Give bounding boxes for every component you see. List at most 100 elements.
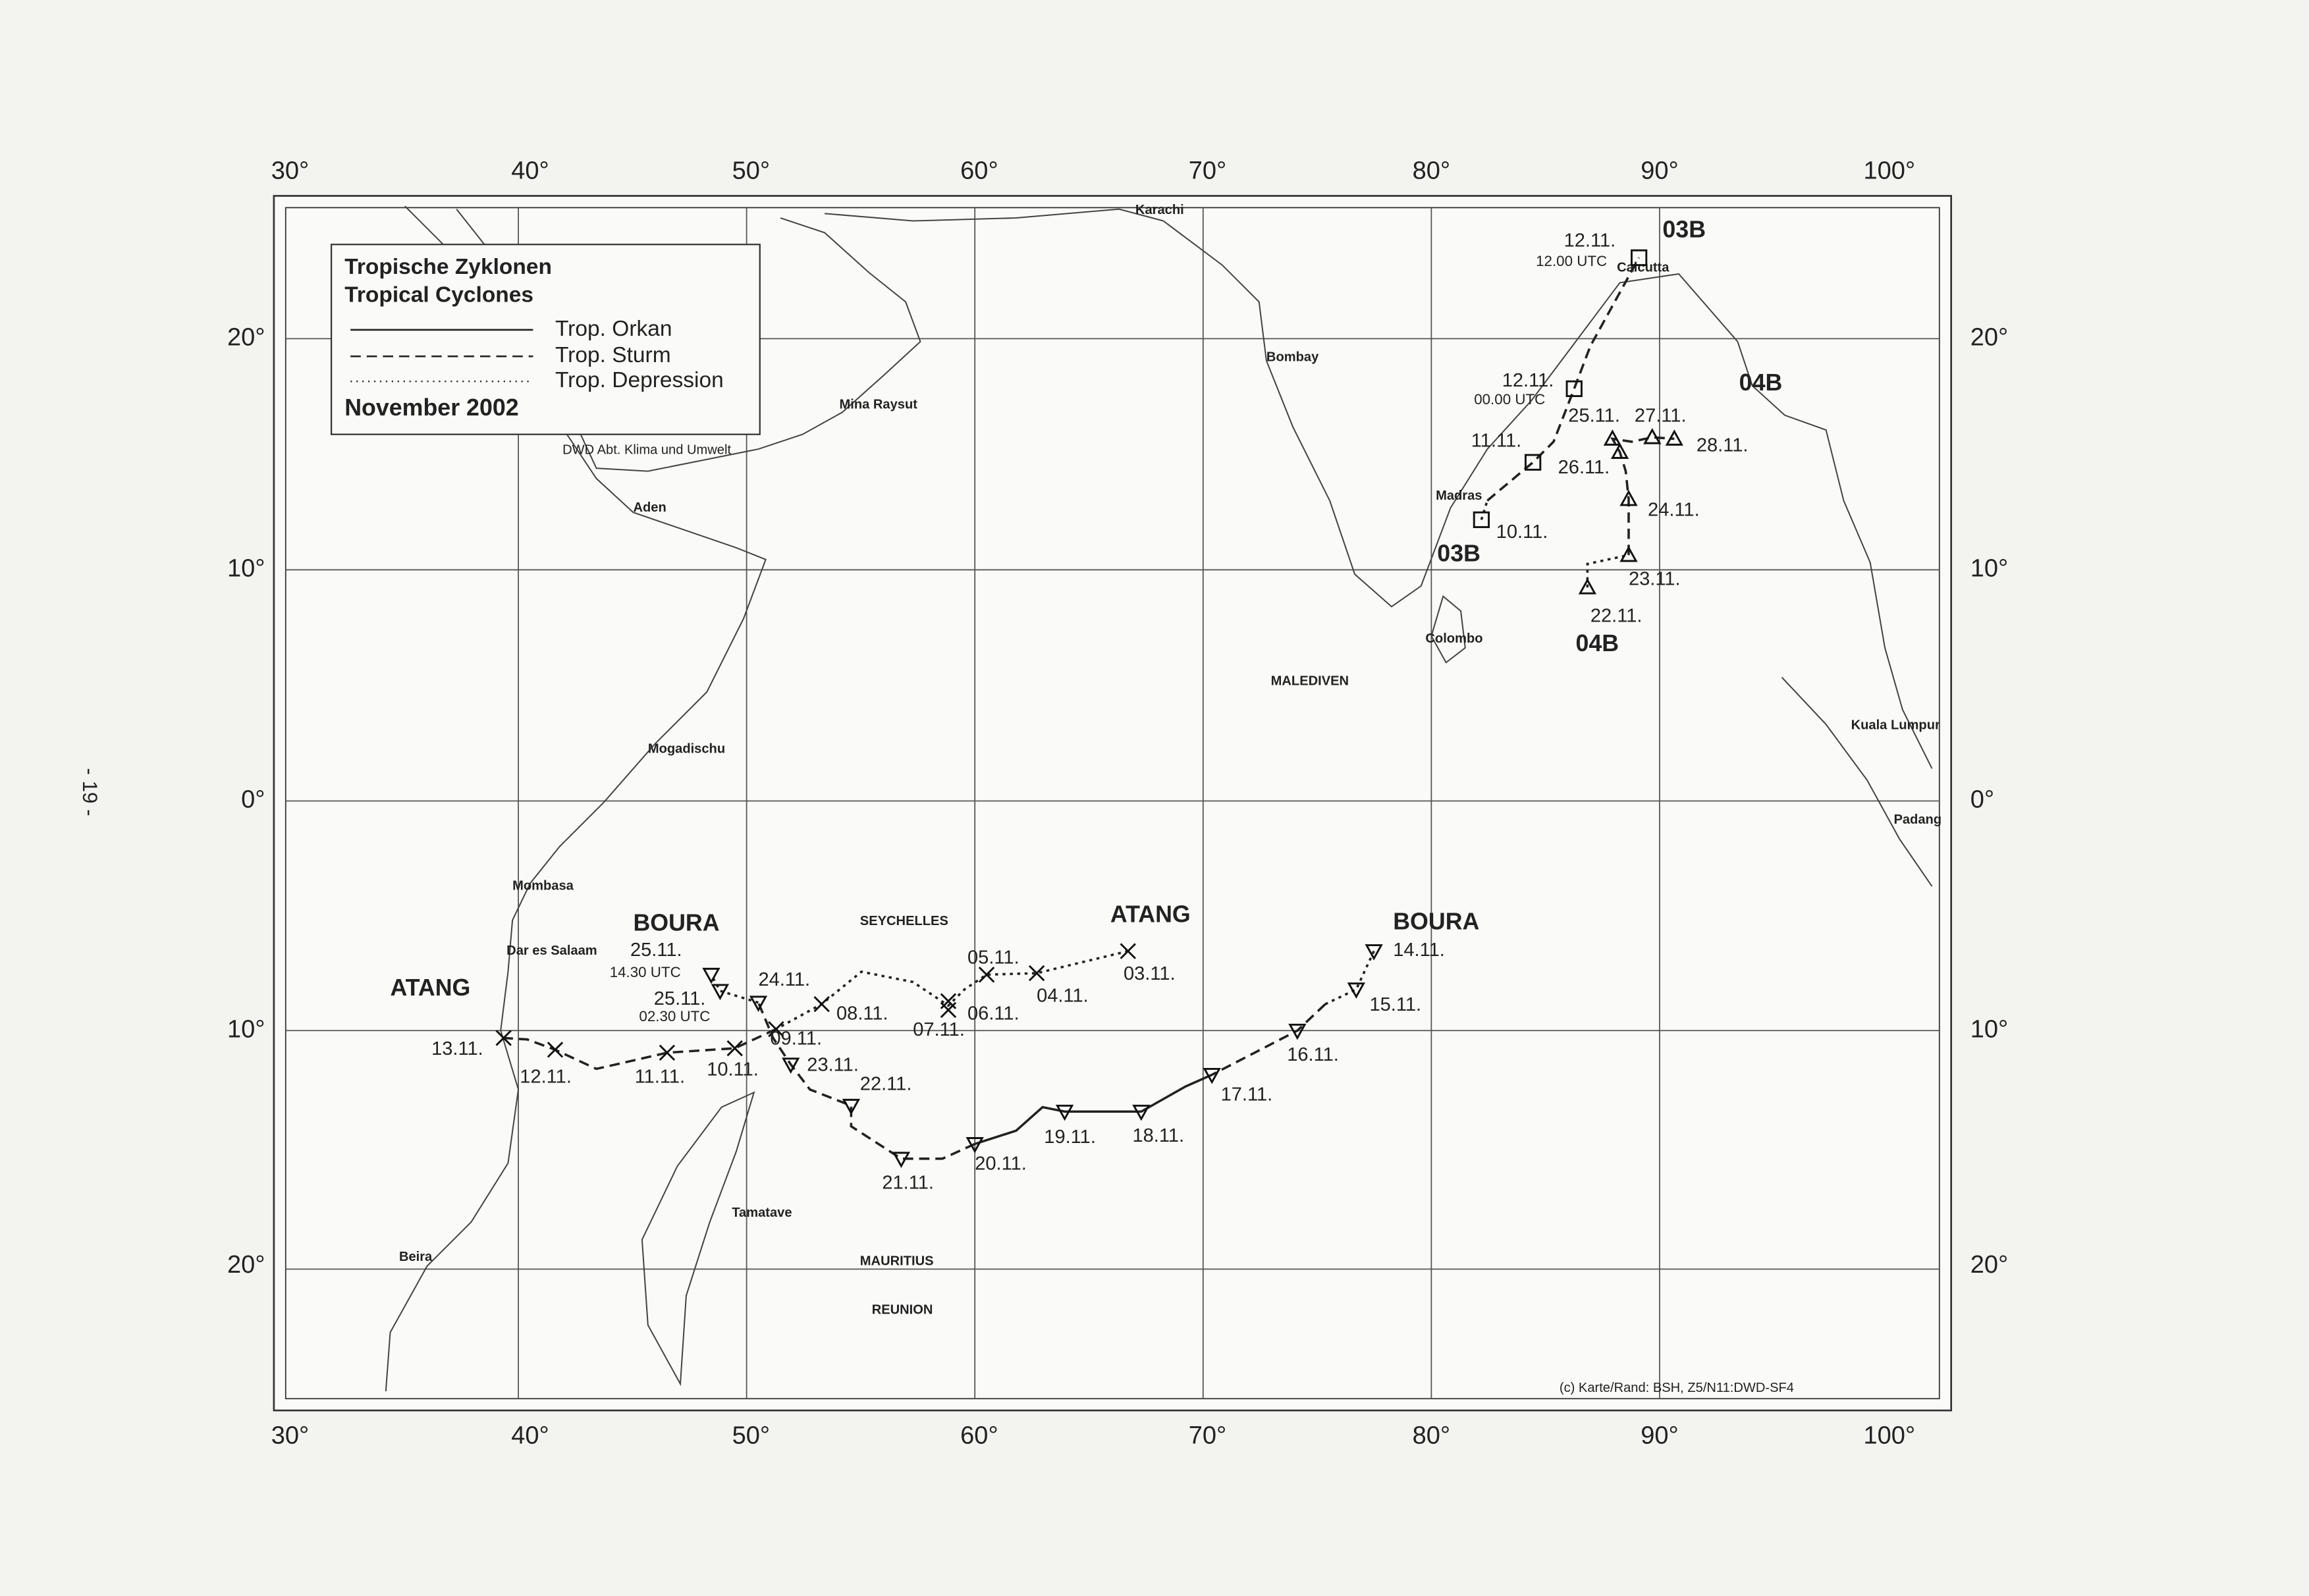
place-name: Dar es Salaam (506, 944, 597, 958)
storm-name: ATANG (1110, 901, 1191, 927)
fix-date: 28.11. (1697, 435, 1749, 456)
fix-date: 23.11. (1629, 569, 1681, 590)
longitude-label: 100° (1863, 157, 1915, 185)
fix-marker (1132, 1104, 1151, 1121)
latitude-label: 20° (227, 323, 265, 351)
fix-date: 06.11. (967, 1003, 1019, 1024)
fix-date: 24.11. (1648, 500, 1700, 521)
fix-date: 26.11. (1558, 457, 1610, 478)
fix-date: 20.11. (975, 1153, 1027, 1174)
graticule (285, 207, 1940, 1399)
fix-date: 17.11. (1221, 1084, 1273, 1105)
latitude-label: 10° (1970, 1015, 2008, 1043)
longitude-label: 40° (511, 157, 549, 185)
longitude-label: 50° (732, 157, 770, 185)
longitude-label: 90° (1641, 1422, 1678, 1449)
place-name: Tamatave (732, 1206, 792, 1220)
fix-date: 14.11. (1393, 940, 1445, 961)
storm-name: 03B (1437, 541, 1480, 567)
longitude-label: 100° (1863, 1422, 1915, 1449)
storm-name: BOURA (1393, 909, 1479, 935)
fix-marker (892, 1152, 911, 1168)
longitude-label: 90° (1641, 157, 1678, 185)
fix-date: 24.11. (759, 969, 811, 990)
fix-date: 19.11. (1044, 1127, 1096, 1148)
longitude-label: 80° (1413, 1422, 1450, 1449)
latitude-label: 20° (1970, 1251, 2008, 1279)
fix-date: 10.11. (707, 1059, 759, 1080)
fix-marker (965, 1137, 984, 1154)
fix-marker (659, 1044, 676, 1061)
legend-title: Tropische Zyklonen (344, 255, 552, 279)
fix-date: 11.11. (1471, 431, 1521, 452)
place-name: Aden (633, 500, 666, 515)
fix-time: 12.00 UTC (1536, 253, 1607, 269)
fix-date: 11.11. (635, 1067, 685, 1088)
place-name: Colombo (1425, 631, 1482, 646)
fix-marker (1578, 578, 1597, 595)
latitude-label: 20° (227, 1251, 265, 1279)
storm-name: 04B (1739, 369, 1783, 396)
longitude-label: 40° (511, 1422, 549, 1449)
fix-date: 23.11. (807, 1055, 859, 1076)
fix-marker (1347, 982, 1365, 999)
fix-marker (547, 1042, 564, 1058)
fix-date: 13.11. (431, 1038, 483, 1059)
fix-date: 22.11. (1590, 606, 1643, 627)
place-name: MAURITIUS (860, 1254, 934, 1269)
storm-name: BOURA (633, 910, 719, 936)
fix-date: 08.11. (836, 1003, 888, 1024)
latitude-label: 10° (1970, 554, 2008, 582)
latitude-label: 10° (227, 554, 265, 582)
place-name: Mogadischu (648, 742, 725, 757)
place-name: Mombasa (512, 878, 574, 893)
place-name: Madras (1436, 489, 1482, 503)
legend-item: Trop. Sturm (555, 343, 671, 367)
fix-marker (1565, 380, 1583, 398)
fix-marker (726, 1040, 743, 1057)
copyright: (c) Karte/Rand: BSH, Z5/N11:DWD-SF4 (1560, 1381, 1794, 1395)
fix-date: 07.11. (913, 1019, 965, 1040)
longitude-label: 80° (1413, 157, 1450, 185)
fix-date: 25.11. (654, 988, 706, 1009)
fix-marker (813, 996, 830, 1013)
fix-date: 12.11. (1564, 230, 1616, 251)
place-name: Bombay (1266, 350, 1319, 365)
fix-date: 12.11. (520, 1067, 572, 1088)
fix-marker (1619, 489, 1638, 506)
fix-marker (1203, 1067, 1221, 1084)
place-name: REUNION (872, 1302, 933, 1317)
fix-marker (1365, 944, 1383, 961)
longitude-label: 30° (271, 157, 309, 185)
legend (330, 244, 761, 435)
fix-time: 00.00 UTC (1474, 391, 1545, 408)
fix-date: 25.11. (630, 940, 682, 961)
legend-item: Trop. Depression (555, 368, 724, 392)
storm-name: 04B (1575, 630, 1619, 656)
storm-name: ATANG (391, 974, 471, 1001)
fix-date: 27.11. (1635, 406, 1687, 427)
storm-name: 03B (1662, 217, 1706, 243)
fix-marker (1473, 511, 1490, 529)
fix-marker (1619, 545, 1638, 562)
place-name: Kuala Lumpur (1851, 718, 1940, 733)
fix-marker (749, 996, 768, 1012)
longitude-label: 60° (960, 1422, 998, 1449)
latitude-label: 20° (1970, 323, 2008, 351)
place-name: Mina Raysut (840, 397, 918, 412)
place-name: Padang (1893, 812, 1942, 827)
fix-date: 10.11. (1496, 521, 1548, 543)
fix-date: 05.11. (967, 947, 1019, 968)
fix-marker (1665, 429, 1683, 446)
legend-period: November 2002 (344, 394, 518, 421)
fix-marker (711, 984, 730, 1001)
place-name: SEYCHELLES (860, 914, 948, 928)
page-number: - 19 - (78, 768, 101, 816)
fix-date: 15.11. (1369, 994, 1421, 1015)
fix-marker (1631, 249, 1648, 267)
fix-marker (1643, 428, 1662, 444)
fix-marker (495, 1030, 512, 1046)
map-inner-frame (285, 207, 1940, 1400)
